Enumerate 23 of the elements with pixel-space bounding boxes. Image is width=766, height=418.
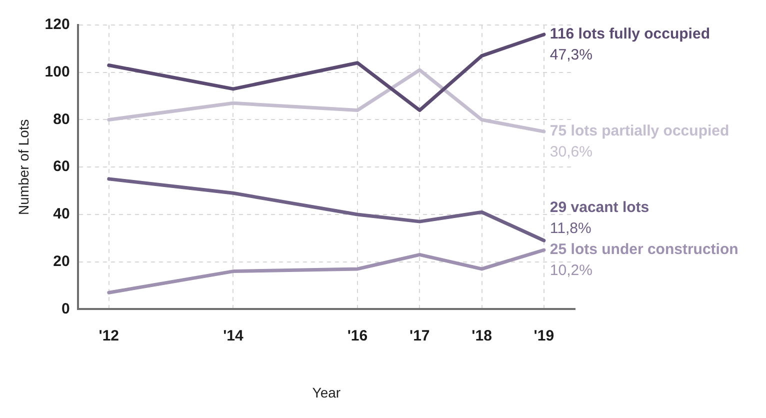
x-tick-label: '19 bbox=[534, 327, 554, 344]
y-tick-label: 0 bbox=[61, 300, 70, 318]
x-tick-label: '18 bbox=[472, 327, 492, 344]
y-tick-label: 120 bbox=[44, 16, 70, 34]
y-tick-label: 80 bbox=[53, 110, 70, 128]
y-axis-title: Number of Lots bbox=[15, 119, 32, 215]
annotation: 30,6% bbox=[550, 144, 592, 161]
annotation: 47,3% bbox=[550, 46, 592, 64]
x-tick-label: '16 bbox=[347, 327, 368, 344]
y-tick-label: 20 bbox=[53, 252, 70, 270]
x-tick-label: '17 bbox=[410, 327, 430, 344]
series-label: 25 lots under construction bbox=[550, 241, 738, 258]
annotation: 10,2% bbox=[550, 262, 592, 280]
x-tick-label: '14 bbox=[223, 327, 244, 344]
annotation: 11,8% bbox=[550, 220, 592, 238]
x-tick-label: '12 bbox=[98, 327, 120, 344]
y-tick-label: 60 bbox=[53, 158, 70, 176]
y-tick-label: 40 bbox=[53, 206, 70, 223]
y-tick-label: 100 bbox=[44, 64, 70, 81]
x-axis-title: Year bbox=[312, 384, 341, 400]
series-label: 116 lots fully occupied bbox=[550, 26, 710, 43]
series-label: 75 lots partially occupied bbox=[550, 122, 730, 140]
series-label: 29 vacant lots bbox=[550, 199, 650, 216]
